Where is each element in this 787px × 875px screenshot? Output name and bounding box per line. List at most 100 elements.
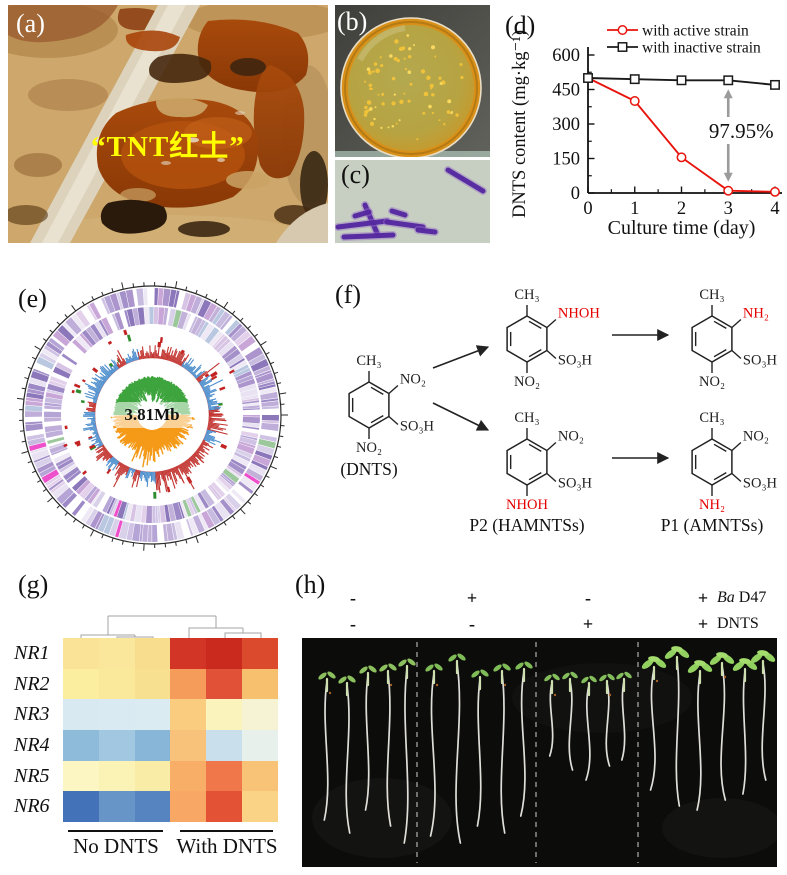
heatmap-cell-NR4-c5 xyxy=(206,729,243,761)
tnt-soil-caption: “TNT红土” xyxy=(91,131,245,163)
cond-dnts-g2: - xyxy=(469,614,475,634)
heatmap-cell-NR4-c3 xyxy=(134,729,171,761)
panel-a-label: (a) xyxy=(16,9,45,38)
cond-bad47-g4: + xyxy=(697,588,709,608)
svg-text:450: 450 xyxy=(552,81,580,101)
svg-text:150: 150 xyxy=(552,150,580,170)
svg-text:2: 2 xyxy=(677,199,686,219)
svg-text:NO₂: NO₂ xyxy=(558,429,584,445)
panel-b-label: (b) xyxy=(337,7,368,36)
heatmap-cell-NR3-c3 xyxy=(134,699,171,730)
heatmap-cell-NR6-c6 xyxy=(242,791,278,822)
svg-text:DNTS content (mg·kg⁻¹): DNTS content (mg·kg⁻¹) xyxy=(510,30,530,218)
cond-name-dnts: DNTS xyxy=(717,615,759,632)
heatmap-cell-NR1-c2 xyxy=(98,638,135,669)
panel-g-label: (g) xyxy=(18,570,49,599)
heatmap-cell-NR5-c2 xyxy=(98,760,135,792)
svg-text:97.95%: 97.95% xyxy=(709,119,774,143)
heatmap-cell-NR3-c4 xyxy=(170,699,207,730)
svg-text:NH₂: NH₂ xyxy=(743,306,769,322)
heatmap-row-label-NR6: NR6 xyxy=(14,795,50,818)
svg-text:NHOH: NHOH xyxy=(506,497,548,513)
heatmap-cell-NR1-c4 xyxy=(170,638,207,669)
cond-dnts-g4: + xyxy=(697,614,709,634)
svg-text:CH₃: CH₃ xyxy=(699,410,724,426)
svg-text:NH₂: NH₂ xyxy=(699,497,725,513)
svg-text:(DNTS): (DNTS) xyxy=(340,459,398,479)
cond-dnts-g3: + xyxy=(582,614,594,634)
svg-text:with inactive strain: with inactive strain xyxy=(642,40,761,57)
panel-g-heatmap: (g) NR1 NR2 NR3 NR4 NR5 NR6 No DNTS With DNTS xyxy=(10,570,300,875)
heatmap-cell-NR3-c1 xyxy=(63,699,99,730)
seedling-photo xyxy=(302,638,777,867)
heatmap-cell-NR1-c3 xyxy=(134,638,171,669)
panel-f-label: (f) xyxy=(335,280,361,309)
panel-d-label: (d) xyxy=(505,11,536,40)
heatmap-row-label-NR2: NR2 xyxy=(14,672,50,695)
heatmap-cell-NR3-c5 xyxy=(206,699,243,730)
svg-text:Culture time (day): Culture time (day) xyxy=(608,217,756,239)
svg-text:SO₃H: SO₃H xyxy=(400,419,435,435)
group-label-with-dnts: With DNTS xyxy=(176,834,278,858)
svg-text:CH₃: CH₃ xyxy=(514,287,539,303)
svg-text:300: 300 xyxy=(552,115,580,135)
group-label-no-dnts: No DNTS xyxy=(73,834,159,858)
dnts-degradation-chart: 0 1 2 3 4 0 150 300 450 600 97.95% with active stra… xyxy=(510,23,782,239)
heatmap-cell-NR4-c6 xyxy=(242,729,278,761)
heatmap-cell-NR2-c5 xyxy=(206,668,243,700)
cond-bad47-g2: + xyxy=(466,588,478,608)
panel-c-micrograph: (c) xyxy=(335,160,490,243)
svg-text:SO₃H: SO₃H xyxy=(743,353,778,369)
genome-size-label: 3.81Mb xyxy=(112,402,192,428)
heatmap-cell-NR2-c1 xyxy=(63,668,99,700)
svg-text:1: 1 xyxy=(630,199,639,219)
heatmap-row-label-NR4: NR4 xyxy=(14,733,50,756)
heatmap-cell-NR1-c6 xyxy=(242,638,278,669)
panel-d-degradation-chart: 0 1 2 3 4 0 150 300 450 600 97.95% with active stra… xyxy=(495,0,787,248)
heatmap-cell-NR5-c5 xyxy=(206,760,243,792)
panel-h-label: (h) xyxy=(295,570,326,599)
bacteria-micrograph xyxy=(335,160,490,243)
panel-h-seedlings: (h) - + - + Ba D47 - - + + DNTS xyxy=(293,570,787,875)
heatmap-row-label-NR5: NR5 xyxy=(14,764,50,787)
svg-text:NO₂: NO₂ xyxy=(356,440,382,456)
genome-circle-map xyxy=(16,281,288,551)
panel-f-pathway: CH₃ NO₂ SO₃H NO₂ CH₃ NHOH SO₃H NO₂ CH₃ NH₂ SO₃H NO₂… xyxy=(325,275,787,560)
heatmap-row-label-NR3: NR3 xyxy=(14,703,50,726)
svg-text:P2 (HAMNTSs): P2 (HAMNTSs) xyxy=(469,515,584,535)
cond-bad47-g1: - xyxy=(350,588,356,608)
cond-name-bad47: Ba D47 xyxy=(717,589,767,606)
svg-text:CH₃: CH₃ xyxy=(699,287,724,303)
svg-text:P1 (AMNTSs): P1 (AMNTSs) xyxy=(661,515,764,535)
svg-text:600: 600 xyxy=(552,46,580,66)
svg-text:with active strain: with active strain xyxy=(642,23,749,40)
heatmap-row-labels: NR1 NR2 NR3 NR4 NR5 NR6 xyxy=(14,638,60,822)
heatmap-cell-NR5-c1 xyxy=(63,760,99,792)
panel-e-label: (e) xyxy=(18,284,47,313)
heatmap-cell-NR4-c2 xyxy=(98,729,135,761)
svg-text:SO₃H: SO₃H xyxy=(558,476,593,492)
heatmap-cell-NR5-c4 xyxy=(170,760,207,792)
group-underline-no-dnts xyxy=(68,830,163,832)
heatmap-cell-NR6-c4 xyxy=(170,791,207,822)
heatmap-cell-NR2-c4 xyxy=(170,668,207,700)
panel-a-field-photo: (a) “TNT红土” xyxy=(8,5,328,243)
heatmap-cell-NR2-c3 xyxy=(134,668,171,700)
heatmap-cell-NR2-c2 xyxy=(98,668,135,700)
panel-c-label: (c) xyxy=(341,160,370,189)
heatmap-cell-NR3-c2 xyxy=(98,699,135,730)
svg-text:NO₂: NO₂ xyxy=(400,372,426,388)
svg-text:0: 0 xyxy=(571,184,580,204)
panel-b-petri-dish: (b) xyxy=(335,5,490,157)
heatmap-cell-NR1-c5 xyxy=(206,638,243,669)
heatmap-cell-NR4-c1 xyxy=(63,729,99,761)
svg-text:CH₃: CH₃ xyxy=(356,353,381,369)
heatmap-cell-NR5-c6 xyxy=(242,760,278,792)
heatmap-cell-NR5-c3 xyxy=(134,760,171,792)
cond-bad47-g3: - xyxy=(585,588,591,608)
heatmap-cell-NR1-c1 xyxy=(63,638,99,669)
heatmap-cell-NR6-c2 xyxy=(98,791,135,822)
svg-text:CH₃: CH₃ xyxy=(514,410,539,426)
svg-text:SO₃H: SO₃H xyxy=(743,476,778,492)
svg-text:NO₂: NO₂ xyxy=(699,374,725,390)
